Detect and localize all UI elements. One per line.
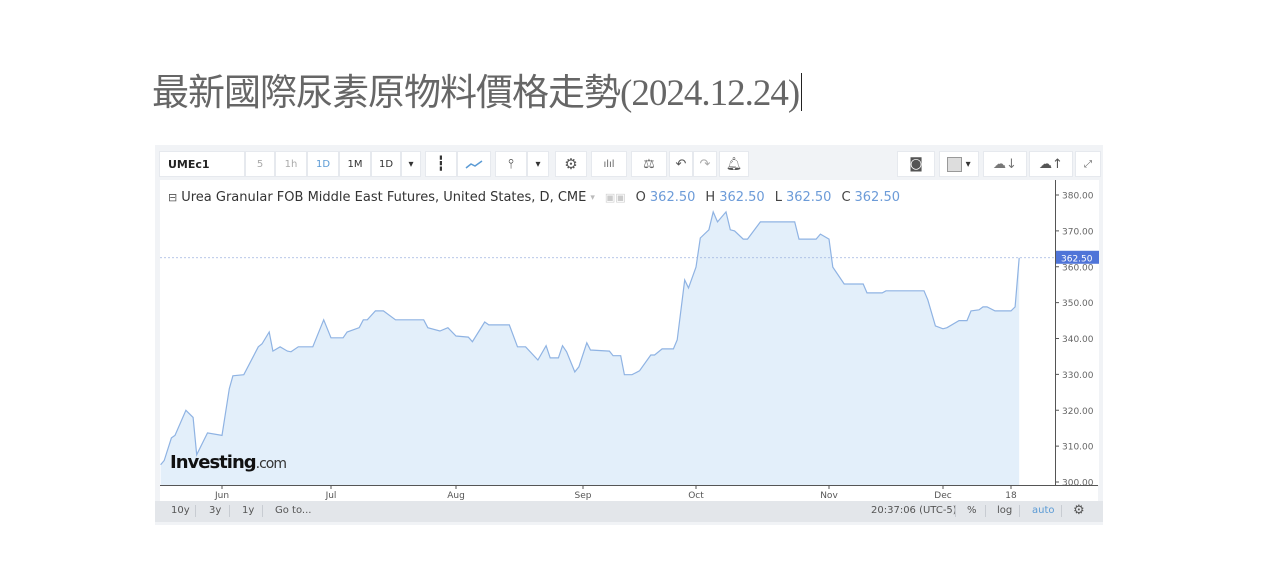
chart-widget: UMEc1 5 1h 1D 1M 1D ▾ ┇ ⫯ ▾ ⚙ ılıl ⚖ ↶ ↷… [155, 145, 1103, 525]
y-tick-label: 370.00 [1062, 227, 1094, 237]
alert-icon[interactable]: 🔔︎ [719, 151, 749, 177]
range-3y[interactable]: 3y [209, 505, 222, 516]
y-tick-label: 330.00 [1062, 371, 1094, 381]
area-fill [160, 211, 1020, 485]
line-chart-icon[interactable] [457, 151, 491, 177]
bottom-bar: 10y 3y 1y Go to... 20:37:06 (UTC-5) % lo… [155, 501, 1103, 522]
candlestick-icon[interactable]: ┇ [425, 151, 457, 177]
x-tick-label: Jul [325, 491, 337, 501]
range-10y[interactable]: 10y [171, 505, 190, 516]
page-title[interactable]: 最新國際尿素原物料價格走勢(2024.12.24) [152, 62, 803, 116]
bar-type-icon[interactable]: ⫯ [495, 151, 527, 177]
last-price-badge [1056, 250, 1099, 264]
price-chart [160, 210, 1055, 485]
divider [195, 505, 196, 517]
collapse-icon[interactable]: ⊟ [168, 191, 178, 204]
indicators-icon[interactable]: ılıl [591, 151, 627, 177]
interval-1h[interactable]: 1h [275, 151, 307, 177]
price-axis[interactable]: 380.00 370.00 360.00 350.00 340.00 330.00 320.… [1055, 180, 1099, 489]
divider [1019, 505, 1020, 517]
legend-settings-icon[interactable]: ▣▣ [604, 191, 626, 204]
close-value: 362.50 [854, 190, 901, 205]
symbol-input[interactable]: UMEc1 [159, 151, 245, 177]
divider [229, 505, 230, 517]
cloud-download-icon[interactable]: ☁↓ [983, 151, 1027, 177]
x-tick-label: Sep [575, 491, 592, 501]
interval-select[interactable]: 1D [371, 151, 401, 177]
range-1y[interactable]: 1y [242, 505, 255, 516]
time-axis[interactable]: Jun Jul Aug Sep Oct Nov Dec 18 [160, 485, 1098, 502]
camera-icon[interactable]: ◙ [897, 151, 935, 177]
open-label: O [635, 190, 646, 205]
interval-1m[interactable]: 1M [339, 151, 371, 177]
chart-toolbar: UMEc1 5 1h 1D 1M 1D ▾ ┇ ⫯ ▾ ⚙ ılıl ⚖ ↶ ↷… [155, 148, 1103, 177]
divider [262, 505, 263, 517]
price-axis-svg: 380.00 370.00 360.00 350.00 340.00 330.00 320.… [1056, 192, 1099, 489]
high-value: 362.50 [719, 190, 765, 205]
settings-icon[interactable]: ⚙ [1073, 503, 1085, 518]
y-tick-label: 350.00 [1062, 299, 1094, 309]
low-value: 362.50 [785, 190, 832, 205]
time-axis-svg: Jun Jul Aug Sep Oct Nov Dec 18 [214, 486, 1017, 501]
auto-toggle[interactable]: auto [1032, 505, 1055, 516]
y-tick-label: 340.00 [1062, 335, 1094, 345]
goto-button[interactable]: Go to... [275, 505, 312, 516]
high-label: H [705, 190, 716, 205]
cloud-upload-icon[interactable]: ☁↑ [1029, 151, 1073, 177]
last-price-label: 362.50 [1061, 254, 1093, 264]
x-tick-label: Nov [820, 491, 838, 501]
instrument-name: Urea Granular FOB Middle East Futures, U… [181, 190, 587, 205]
log-toggle[interactable]: log [997, 505, 1013, 516]
divider [985, 505, 986, 517]
y-tick-label: 320.00 [1062, 407, 1094, 417]
y-tick-label: 300.00 [1062, 479, 1094, 486]
close-label: C [841, 190, 851, 205]
y-tick-label: 310.00 [1062, 443, 1094, 453]
text-cursor [801, 73, 803, 111]
color-swatch-icon[interactable]: ▾ [939, 151, 979, 177]
investing-logo: Investing.com [170, 452, 287, 473]
chevron-down-icon[interactable]: ▾ [401, 151, 421, 177]
y-tick-label: 360.00 [1062, 263, 1094, 273]
y-tick-label: 380.00 [1062, 192, 1094, 202]
chart-pane[interactable]: ⊟ Urea Granular FOB Middle East Futures,… [160, 180, 1055, 485]
compare-icon[interactable]: ⚖ [631, 151, 667, 177]
x-tick-label: 18 [1005, 491, 1017, 501]
x-tick-label: Jun [214, 491, 229, 501]
interval-1d[interactable]: 1D [307, 151, 339, 177]
interval-5[interactable]: 5 [245, 151, 275, 177]
percent-toggle[interactable]: % [967, 505, 977, 516]
open-value: 362.50 [649, 190, 696, 205]
redo-icon[interactable]: ↷ [693, 151, 717, 177]
chevron-down-icon[interactable]: ▾ [590, 192, 595, 203]
divider [955, 505, 956, 517]
fullscreen-icon[interactable]: ⤢ [1075, 151, 1101, 177]
x-tick-label: Oct [688, 491, 704, 501]
settings-icon[interactable]: ⚙ [555, 151, 587, 177]
x-tick-label: Aug [447, 491, 465, 501]
chevron-down-icon[interactable]: ▾ [527, 151, 549, 177]
clock-time: 20:37:06 (UTC-5) [871, 505, 957, 516]
x-tick-label: Dec [934, 491, 951, 501]
undo-icon[interactable]: ↶ [669, 151, 693, 177]
chart-legend: ⊟ Urea Granular FOB Middle East Futures,… [168, 190, 906, 205]
low-label: L [774, 190, 782, 205]
divider [1061, 505, 1062, 517]
